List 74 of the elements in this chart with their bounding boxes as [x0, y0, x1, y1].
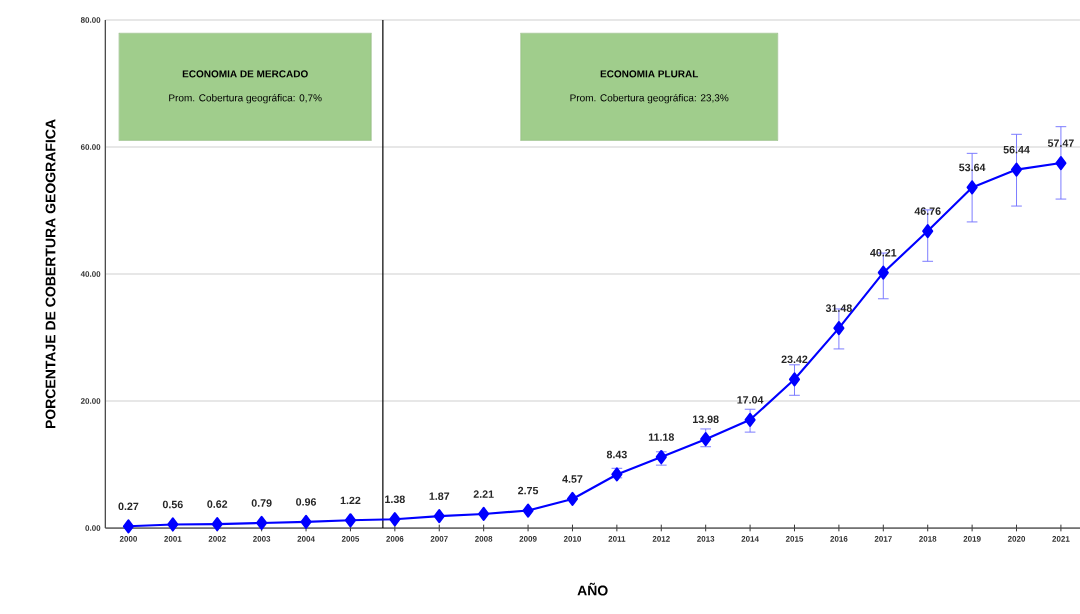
- point: [256, 515, 268, 531]
- data-label: 1.87: [429, 492, 450, 500]
- y-tick-label: 0.00: [85, 525, 101, 531]
- data-label: 23.42: [781, 355, 808, 364]
- y-axis-title: PORCENTAJE DE COBERTURA GEOGRAFICA: [45, 119, 56, 429]
- x-tick-label: 2021: [1052, 536, 1070, 542]
- annotation: Prom. Cobertura geográfica: 23,3%: [570, 93, 729, 104]
- point: [1055, 156, 1067, 171]
- x-tick-label: 2006: [386, 536, 404, 542]
- x-tick-label: 2001: [164, 536, 182, 542]
- data-label: 31.48: [825, 304, 852, 312]
- data-label: 0.56: [162, 500, 183, 509]
- data-label: 11.18: [648, 433, 674, 441]
- y-tick-label: 60.00: [80, 144, 101, 150]
- x-tick-label: 2011: [608, 536, 626, 542]
- x-tick-label: 2013: [697, 536, 715, 542]
- data-label: 40.21: [870, 248, 897, 257]
- data-label: 0.27: [118, 502, 139, 511]
- y-tick-label: 20.00: [80, 398, 101, 404]
- data-label: 17.04: [737, 396, 764, 404]
- x-tick-label: 2007: [430, 536, 448, 542]
- x-tick-label: 2019: [963, 536, 981, 542]
- x-tick-label: 2012: [652, 536, 670, 542]
- point: [478, 506, 490, 522]
- point: [389, 512, 401, 527]
- point: [877, 265, 889, 280]
- x-tick-label: 2000: [119, 536, 137, 542]
- point: [566, 491, 579, 507]
- x-tick-label: 2009: [519, 536, 537, 542]
- data-label: 46.76: [914, 207, 941, 215]
- point: [966, 180, 978, 195]
- point: [344, 513, 357, 528]
- y-tick-label: 80.00: [80, 17, 101, 23]
- x-tick-label: 2016: [830, 536, 848, 542]
- point: [788, 372, 801, 387]
- x-tick-label: 2015: [785, 536, 804, 542]
- point: [833, 321, 845, 336]
- point: [300, 514, 312, 529]
- data-label: 53.64: [959, 163, 986, 172]
- x-tick-label: 2017: [874, 536, 892, 542]
- annotation: ECONOMIA DE MERCADO: [182, 70, 308, 78]
- x-tick-label: 2014: [741, 536, 759, 542]
- x-tick-label: 2020: [1007, 536, 1026, 542]
- data-label: 0.79: [251, 499, 272, 507]
- point: [744, 412, 756, 427]
- x-tick-label: 2002: [208, 536, 226, 542]
- data-label: 1.38: [385, 495, 405, 504]
- data-label: 1.22: [340, 496, 361, 505]
- data-label: 0.62: [207, 500, 228, 508]
- data-label: 0.96: [296, 498, 317, 506]
- data-label: 2.21: [473, 490, 494, 498]
- point: [700, 432, 712, 447]
- data-label: 4.57: [562, 475, 583, 483]
- annotation: Prom. Cobertura geográfica: 0,7%: [169, 93, 322, 104]
- data-label: 2.75: [518, 486, 539, 495]
- point: [433, 509, 445, 524]
- y-tick-label: 40.00: [80, 271, 101, 277]
- data-label: 57.47: [1047, 139, 1074, 147]
- x-tick-label: 2008: [475, 536, 493, 542]
- point: [122, 519, 134, 534]
- x-tick-label: 2005: [341, 536, 360, 542]
- x-tick-label: 2003: [253, 536, 271, 542]
- x-tick-label: 2010: [563, 536, 582, 542]
- annotation: ECONOMIA PLURAL: [600, 70, 699, 78]
- point: [1010, 162, 1023, 177]
- x-tick-label: 2004: [297, 536, 315, 542]
- point: [167, 517, 179, 532]
- x-axis-title: AÑO: [577, 582, 608, 596]
- point: [922, 224, 934, 239]
- x-tick-label: 2018: [919, 536, 937, 542]
- point: [211, 516, 223, 532]
- data-label: 13.98: [693, 415, 719, 424]
- point: [522, 503, 534, 518]
- data-label: 8.43: [606, 450, 627, 459]
